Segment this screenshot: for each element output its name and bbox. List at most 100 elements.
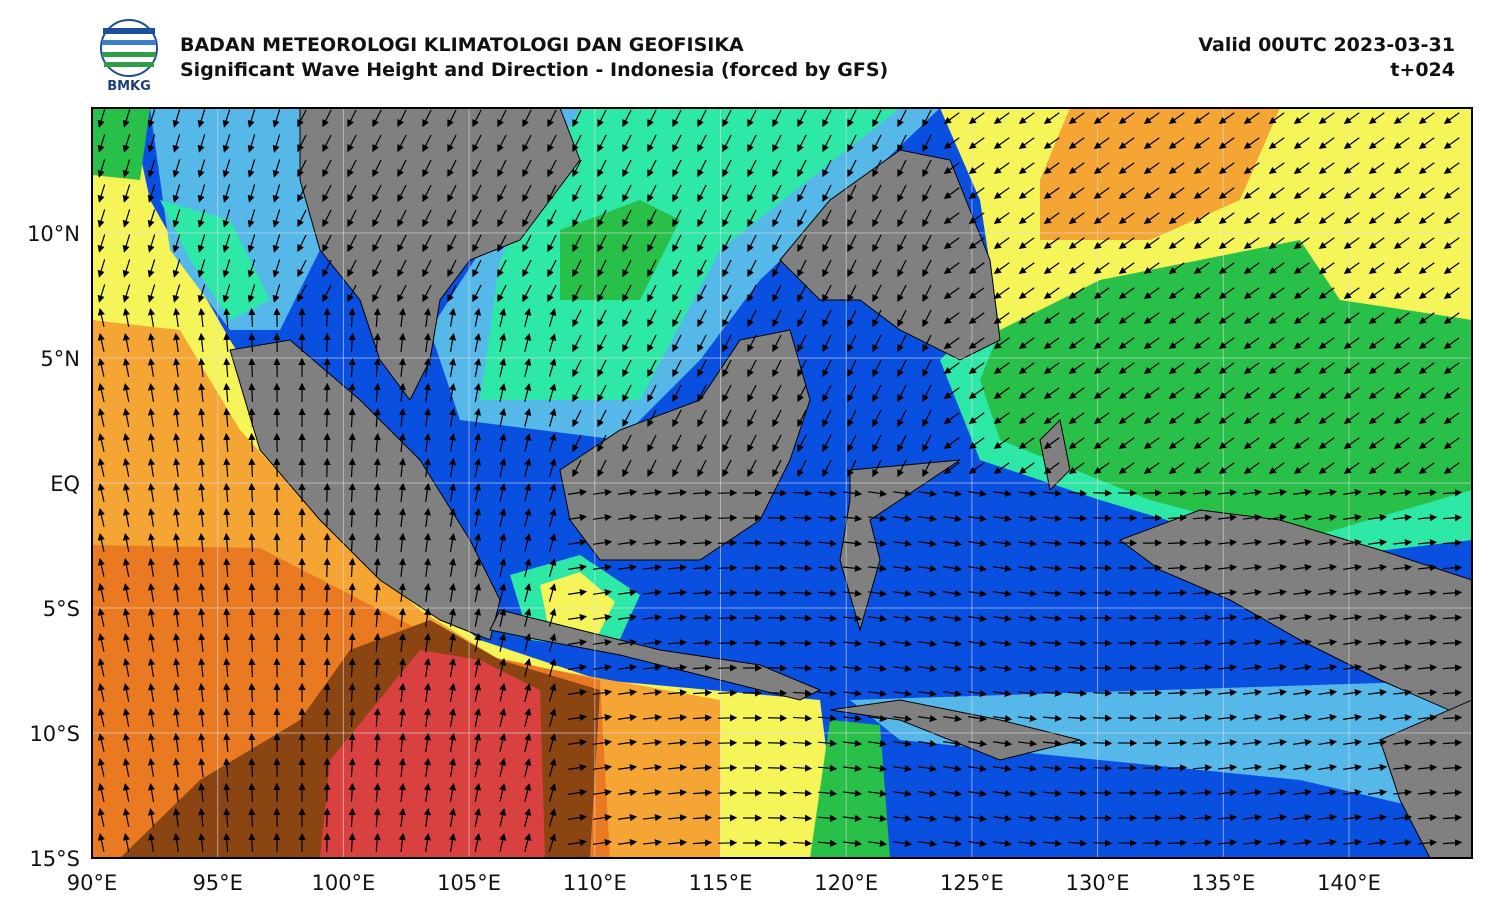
wave-arrow [247, 234, 256, 253]
wave-arrow [322, 184, 332, 203]
wave-arrow [993, 262, 1010, 274]
wave-arrow [323, 657, 331, 678]
wave-arrow [1092, 589, 1113, 597]
wave-arrow [322, 109, 332, 128]
wave-arrow [372, 134, 382, 153]
wave-arrow [323, 357, 331, 378]
wave-arrow [1118, 112, 1135, 124]
wave-arrow [647, 109, 657, 128]
wave-arrow [1368, 137, 1385, 149]
wave-arrow [847, 309, 857, 328]
wave-arrow [597, 309, 607, 328]
wave-arrow [1093, 237, 1110, 249]
wave-arrow [348, 457, 356, 478]
wave-arrow [1418, 337, 1435, 349]
wave-arrow [697, 109, 707, 128]
wave-arrow [347, 109, 357, 128]
wave-arrow [993, 387, 1010, 399]
wave-arrow [1193, 237, 1210, 249]
wave-arrow [697, 209, 707, 228]
wave-arrow [1018, 112, 1035, 124]
wave-arrow [1293, 237, 1310, 249]
wave-arrow [1243, 212, 1260, 224]
wave-arrow [872, 434, 882, 453]
wave-arrow [822, 334, 832, 353]
wave-arrow [647, 234, 657, 253]
lon-label: 100°E [311, 871, 375, 895]
wave-arrow [372, 184, 382, 203]
wave-arrow [747, 284, 757, 303]
wave-arrow [323, 707, 331, 728]
wave-zone [810, 720, 890, 858]
wave-arrow [173, 307, 181, 327]
wave-arrow [847, 159, 857, 178]
wave-arrow [373, 332, 381, 353]
wave-arrow [1393, 387, 1410, 399]
wave-arrow [767, 689, 788, 697]
wave-arrow [198, 457, 206, 478]
wave-arrow [1443, 287, 1460, 299]
wave-zone [1040, 108, 1280, 240]
wave-arrow [767, 639, 788, 647]
wave-arrow [1143, 237, 1160, 249]
wave-arrow [872, 309, 882, 328]
wave-arrow [1318, 112, 1335, 124]
wave-arrow [397, 209, 407, 228]
valid-time: Valid 00UTC 2023-03-31 [1198, 34, 1455, 56]
wave-arrow [398, 357, 406, 378]
wave-arrow [1018, 262, 1035, 274]
wave-arrow [872, 334, 882, 353]
wave-arrow [1043, 112, 1060, 124]
wave-arrow [1193, 387, 1210, 399]
wave-arrow [622, 234, 632, 253]
wave-arrow [1118, 437, 1135, 449]
wave-arrow [323, 732, 331, 753]
wave-arrow [968, 137, 985, 149]
wave-arrow [147, 284, 156, 303]
wave-arrow [1418, 162, 1435, 174]
wave-arrow [1093, 212, 1110, 224]
wave-arrow [322, 284, 332, 303]
wave-arrow [1343, 337, 1360, 349]
wave-arrow [222, 234, 231, 253]
wave-arrow [1318, 137, 1335, 149]
wave-arrow [1393, 287, 1410, 299]
wave-arrow [767, 564, 788, 572]
wave-arrow [122, 407, 130, 427]
wave-arrow [1118, 237, 1135, 249]
wave-arrow [1043, 437, 1060, 449]
wave-arrow [1068, 387, 1085, 399]
wave-arrow [474, 407, 482, 427]
wave-arrow [968, 362, 985, 374]
wave-arrow [797, 234, 807, 253]
wave-arrow [722, 209, 732, 228]
wave-arrow [897, 334, 907, 353]
wave-arrow [1143, 162, 1160, 174]
wave-arrow [247, 284, 256, 303]
lat-label: 10°N [27, 222, 80, 246]
wave-arrow [672, 334, 682, 353]
wave-arrow [1043, 337, 1060, 349]
wave-arrow [173, 432, 181, 452]
wave-arrow [1092, 714, 1113, 722]
wave-arrow [447, 134, 457, 153]
wave-arrow [1343, 412, 1360, 424]
wave-arrow [797, 359, 807, 378]
wave-arrow [1343, 137, 1360, 149]
wave-arrow [993, 337, 1010, 349]
wave-arrow [474, 307, 482, 327]
wave-arrow [622, 309, 632, 328]
wave-arrow [597, 409, 607, 428]
lon-label: 125°E [940, 871, 1004, 895]
wave-arrow [1093, 162, 1110, 174]
wave-arrow [1393, 112, 1410, 124]
wave-arrow [672, 284, 682, 303]
wave-arrow [1092, 514, 1113, 522]
lat-label: 10°S [29, 722, 80, 746]
wave-arrow [1293, 137, 1310, 149]
wave-arrow [797, 384, 807, 403]
wave-arrow [1043, 187, 1060, 199]
wave-arrow [847, 409, 857, 428]
wave-arrow [897, 184, 907, 203]
wave-arrow [1443, 262, 1460, 274]
